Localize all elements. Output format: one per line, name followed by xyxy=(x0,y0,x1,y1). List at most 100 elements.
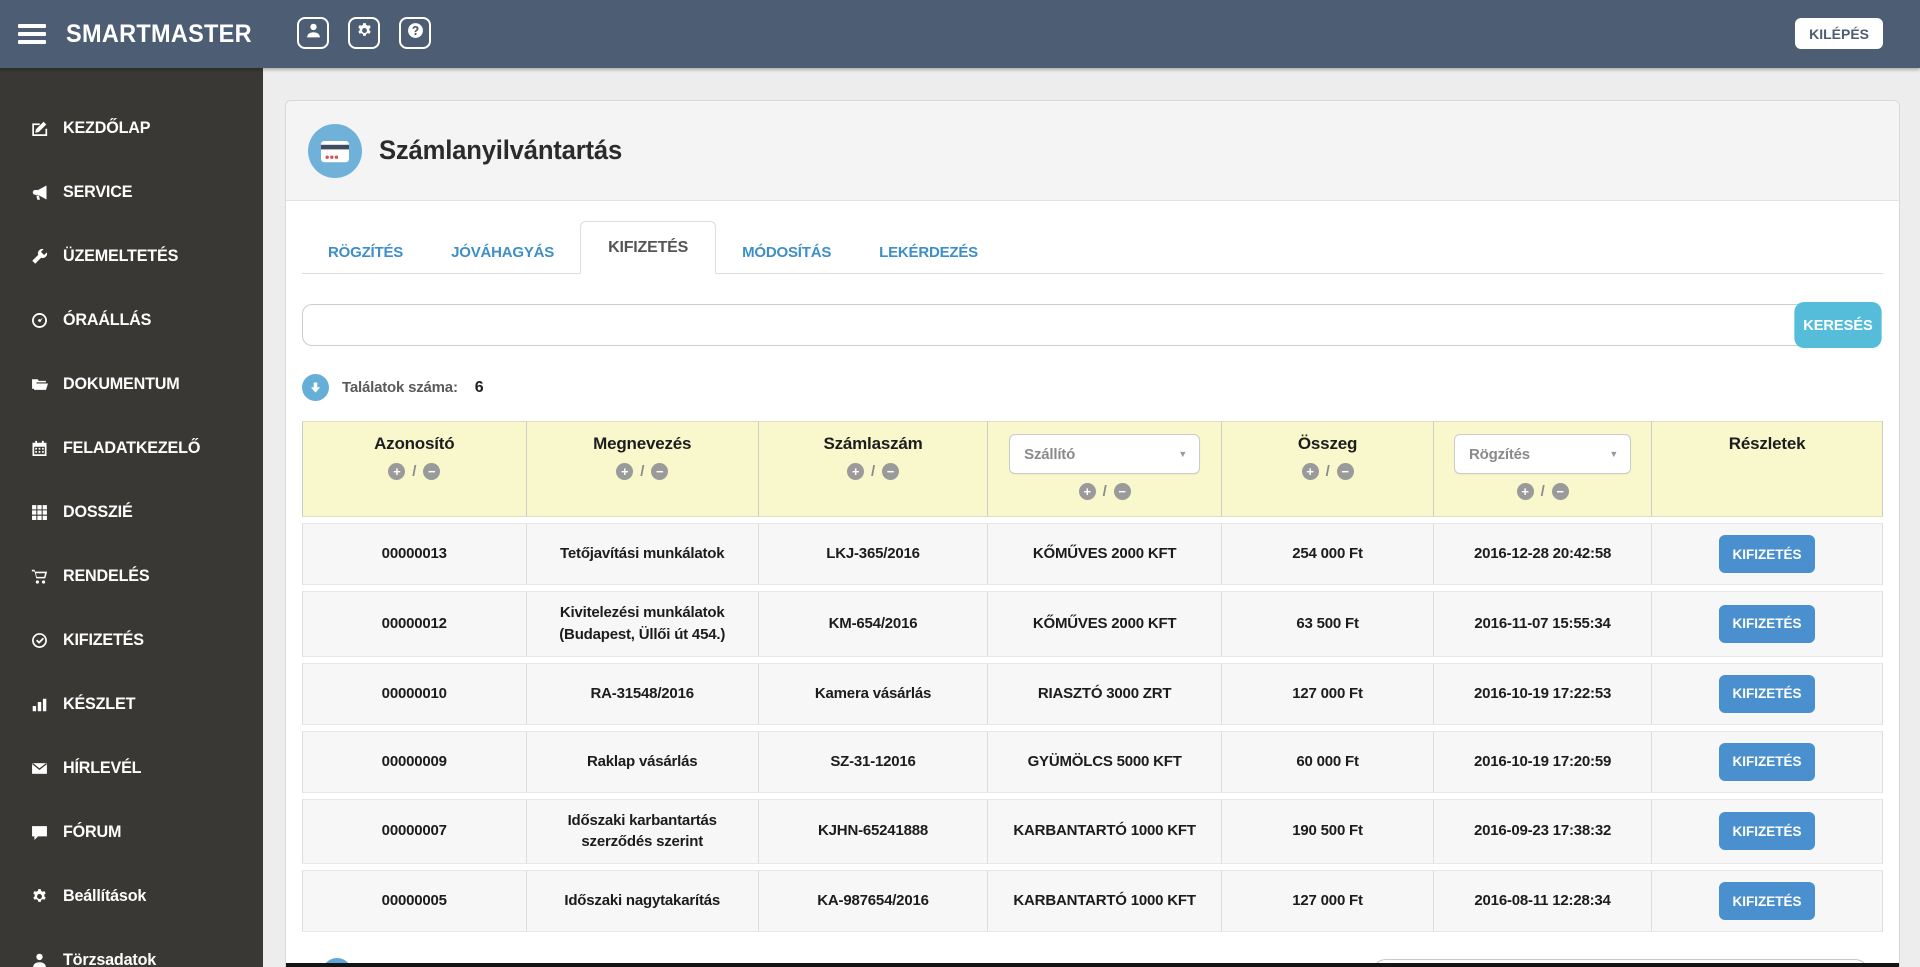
pay-button[interactable]: KIFIZETÉS xyxy=(1719,812,1816,851)
cell-szallito: GYÜMÖLCS 5000 KFT xyxy=(988,730,1223,793)
cell-azonosito: 00000009 xyxy=(302,730,527,793)
user-button[interactable] xyxy=(297,17,329,49)
sidebar-item-beallitasok[interactable]: Beállítások xyxy=(0,864,263,928)
tachometer-icon xyxy=(28,312,50,329)
folder-open-icon xyxy=(28,376,50,393)
bullhorn-icon xyxy=(28,184,50,201)
column-szallito: Szállító ▼ + / − xyxy=(988,421,1223,517)
table-row: 00000007 Időszaki karbantartás szerződés… xyxy=(302,798,1883,864)
cell-megnevezes: RA-31548/2016 xyxy=(526,662,759,725)
logout-button[interactable]: KILÉPÉS xyxy=(1795,18,1883,49)
check-circle-icon xyxy=(28,632,50,649)
sidebar-item-oraallas[interactable]: ÓRAÁLLÁS xyxy=(0,288,263,352)
cell-osszeg: 127 000 Ft xyxy=(1222,870,1434,932)
sort-asc-icon[interactable]: + xyxy=(616,463,634,480)
settings-button[interactable] xyxy=(348,17,380,49)
cell-szamlaszam: LKJ-365/2016 xyxy=(758,523,989,585)
sidebar-item-hirlevel[interactable]: HÍRLEVÉL xyxy=(0,736,263,800)
cell-megnevezes: Kivitelezési munkálatok (Budapest, Üllői… xyxy=(526,591,759,657)
pay-button[interactable]: KIFIZETÉS xyxy=(1719,674,1816,713)
sort-asc-icon[interactable]: + xyxy=(388,463,406,480)
column-szamlaszam: Számlaszám + / − xyxy=(758,421,989,517)
column-azonosito: Azonosító + / − xyxy=(302,421,527,517)
sort-asc-icon[interactable]: + xyxy=(1516,483,1534,500)
cell-reszletek: KIFIZETÉS xyxy=(1652,591,1883,657)
sidebar-item-uzemeltetes[interactable]: ÜZEMELTETÉS xyxy=(0,224,263,288)
cell-reszletek: KIFIZETÉS xyxy=(1652,870,1883,932)
sidebar-item-kezdolap[interactable]: KEZDŐLAP xyxy=(0,96,263,160)
gear-icon xyxy=(28,888,50,905)
topbar: SMARTMASTER KILÉPÉS xyxy=(0,0,1920,68)
pay-button[interactable]: KIFIZETÉS xyxy=(1719,882,1816,920)
sidebar-item-kifizetes[interactable]: KIFIZETÉS xyxy=(0,608,263,672)
sidebar-item-service[interactable]: SERVICE xyxy=(0,160,263,224)
table-row: 00000009 Raklap vásárlás SZ-31-12016 GYÜ… xyxy=(302,730,1883,793)
cell-osszeg: 254 000 Ft xyxy=(1222,523,1434,585)
table-row: 00000013 Tetőjavítási munkálatok LKJ-365… xyxy=(302,523,1883,585)
panel-header: Számlanyilvántartás xyxy=(286,101,1899,201)
sort-desc-icon[interactable]: − xyxy=(651,463,669,480)
question-circle-icon xyxy=(407,22,424,44)
cell-rogzites: 2016-08-11 12:28:34 xyxy=(1433,870,1653,932)
cell-azonosito: 00000012 xyxy=(302,591,527,657)
column-osszeg: Összeg + / − xyxy=(1222,421,1434,517)
sidebar-item-dosszie[interactable]: DOSSZIÉ xyxy=(0,480,263,544)
chevron-down-icon: ▼ xyxy=(1178,449,1188,459)
calendar-icon xyxy=(28,440,50,457)
partial-bottom-strip xyxy=(286,963,1899,967)
sort-desc-icon[interactable]: − xyxy=(1336,463,1354,480)
cell-osszeg: 60 000 Ft xyxy=(1222,730,1434,793)
column-reszletek: Részletek xyxy=(1652,421,1883,517)
sort-desc-icon[interactable]: − xyxy=(423,463,441,480)
pay-button[interactable]: KIFIZETÉS xyxy=(1719,742,1816,781)
cell-azonosito: 00000007 xyxy=(302,798,527,864)
cell-reszletek: KIFIZETÉS xyxy=(1652,798,1883,864)
record-date-filter-select[interactable]: Rögzítés ▼ xyxy=(1454,434,1632,474)
sidebar-item-torzsadatok[interactable]: Törzsadatok xyxy=(0,928,263,967)
sidebar-item-forum[interactable]: FÓRUM xyxy=(0,800,263,864)
sort-asc-icon[interactable]: + xyxy=(847,463,865,480)
help-button[interactable] xyxy=(399,17,431,49)
sidebar-item-feladatkezelo[interactable]: FELADATKEZELŐ xyxy=(0,416,263,480)
tab-jovahagyas[interactable]: JÓVÁHAGYÁS xyxy=(451,244,555,261)
table-row: 00000010 RA-31548/2016 Kamera vásárlás R… xyxy=(302,662,1883,725)
pay-button[interactable]: KIFIZETÉS xyxy=(1719,535,1816,573)
search-input[interactable] xyxy=(302,304,1799,346)
envelope-icon xyxy=(28,760,50,777)
bar-chart-icon xyxy=(28,696,50,713)
cell-rogzites: 2016-10-19 17:22:53 xyxy=(1433,662,1653,725)
cell-reszletek: KIFIZETÉS xyxy=(1652,730,1883,793)
menu-icon[interactable] xyxy=(18,24,46,44)
sidebar-item-rendeles[interactable]: RENDELÉS xyxy=(0,544,263,608)
tab-kifizetes[interactable]: KIFIZETÉS xyxy=(580,221,717,274)
results-count: 6 xyxy=(474,378,484,396)
sidebar: KEZDŐLAP SERVICE ÜZEMELTETÉS ÓRAÁLLÁS DO… xyxy=(0,68,263,967)
tab-rogzites[interactable]: RÖGZÍTÉS xyxy=(328,244,404,261)
partial-section-icon xyxy=(322,958,352,967)
supplier-filter-select[interactable]: Szállító ▼ xyxy=(1009,434,1201,474)
user-icon xyxy=(305,22,322,44)
search-button[interactable]: KERESÉS xyxy=(1794,302,1882,348)
pay-button[interactable]: KIFIZETÉS xyxy=(1719,604,1816,643)
sidebar-item-keszlet[interactable]: KÉSZLET xyxy=(0,672,263,736)
search-bar: KERESÉS xyxy=(302,302,1883,348)
cell-reszletek: KIFIZETÉS xyxy=(1652,523,1883,585)
cell-rogzites: 2016-12-28 20:42:58 xyxy=(1433,523,1653,585)
sort-desc-icon[interactable]: − xyxy=(1551,483,1569,500)
cell-azonosito: 00000010 xyxy=(302,662,527,725)
cell-szamlaszam: KA-987654/2016 xyxy=(758,870,989,932)
sort-desc-icon[interactable]: − xyxy=(1113,483,1131,500)
sort-asc-icon[interactable]: + xyxy=(1078,483,1096,500)
sort-desc-icon[interactable]: − xyxy=(882,463,899,480)
cell-szamlaszam: KJHN-65241888 xyxy=(758,798,989,864)
invoice-panel: Számlanyilvántartás RÖGZÍTÉS JÓVÁHAGYÁS … xyxy=(285,100,1900,967)
tab-modositas[interactable]: MÓDOSÍTÁS xyxy=(742,244,832,261)
tab-lekerdezes[interactable]: LEKÉRDEZÉS xyxy=(879,244,978,261)
cell-megnevezes: Tetőjavítási munkálatok xyxy=(526,523,759,585)
gear-icon xyxy=(356,22,373,44)
sidebar-item-dokumentum[interactable]: DOKUMENTUM xyxy=(0,352,263,416)
cell-megnevezes: Időszaki nagytakarítás xyxy=(526,870,759,932)
sort-asc-icon[interactable]: + xyxy=(1301,463,1319,480)
cell-szallito: KŐMŰVES 2000 KFT xyxy=(988,591,1223,657)
cell-rogzites: 2016-11-07 15:55:34 xyxy=(1433,591,1653,657)
